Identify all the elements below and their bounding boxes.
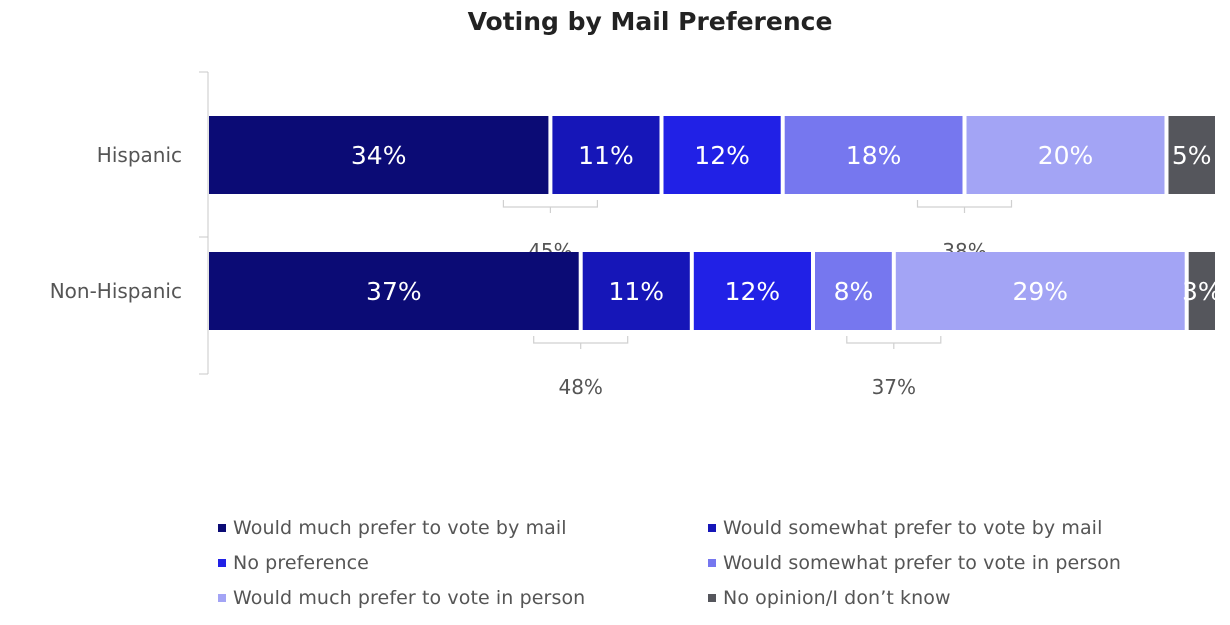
- bar-value-label: 12%: [694, 141, 750, 170]
- group-bracket: [916, 200, 1013, 213]
- legend-swatch: [708, 524, 716, 532]
- legend-label: Would somewhat prefer to vote in person: [723, 552, 1122, 574]
- legend-swatch: [708, 559, 716, 567]
- bar-value-label: 34%: [351, 141, 407, 170]
- group-total-label: 48%: [558, 375, 602, 399]
- bar-value-label: 29%: [1012, 277, 1068, 306]
- legend-swatch: [218, 524, 226, 532]
- legend-item: Would somewhat prefer to vote by mail: [708, 515, 1208, 541]
- bar-segment: [1188, 252, 1215, 330]
- bar-value-label: 11%: [608, 277, 664, 306]
- bar-segment: [1168, 116, 1215, 194]
- legend-label: Would much prefer to vote in person: [233, 587, 586, 609]
- bar-segment: [663, 116, 781, 194]
- bar-value-label: 20%: [1038, 141, 1094, 170]
- legend-item: Would somewhat prefer to vote in person: [708, 550, 1208, 576]
- group-bracket: [846, 336, 942, 349]
- bar-segment: [693, 252, 811, 330]
- legend-swatch: [218, 594, 226, 602]
- legend-swatch: [218, 559, 226, 567]
- bar-value-label: 11%: [578, 141, 634, 170]
- legend-label: No preference: [233, 552, 369, 574]
- legend-item: No opinion/I don’t know: [708, 585, 1208, 611]
- group-bracket: [502, 200, 598, 213]
- bar-segment: [784, 116, 963, 194]
- category-label: Hispanic: [97, 143, 182, 167]
- chart-legend: Would much prefer to vote by mail Would s…: [218, 515, 1230, 611]
- chart-title: Voting by Mail Preference: [467, 7, 833, 36]
- bar-segment: [966, 116, 1165, 194]
- group-bracket: [533, 336, 629, 349]
- bar-value-label: 37%: [366, 277, 422, 306]
- legend-swatch: [708, 594, 716, 602]
- category-label: Non-Hispanic: [50, 279, 182, 303]
- bar-segment: [895, 252, 1185, 330]
- bar-segment: [209, 116, 549, 194]
- bar-value-label: 12%: [725, 277, 781, 306]
- bar-value-label: 18%: [846, 141, 902, 170]
- legend-item: Would much prefer to vote by mail: [218, 515, 708, 541]
- legend-item: No preference: [218, 550, 708, 576]
- bar-value-label: 3%: [1182, 277, 1222, 306]
- bar-value-label: 8%: [834, 277, 874, 306]
- group-total-label: 37%: [872, 375, 916, 399]
- bar-value-label: 5%: [1172, 141, 1212, 170]
- bar-segment: [582, 252, 690, 330]
- legend-item: Would much prefer to vote in person: [218, 585, 708, 611]
- bar-segment: [209, 252, 579, 330]
- bar-segment: [552, 116, 660, 194]
- bar-segment: [815, 252, 892, 330]
- legend-label: Would somewhat prefer to vote by mail: [723, 517, 1103, 539]
- legend-label: No opinion/I don’t know: [723, 587, 951, 609]
- legend-label: Would much prefer to vote by mail: [233, 517, 567, 539]
